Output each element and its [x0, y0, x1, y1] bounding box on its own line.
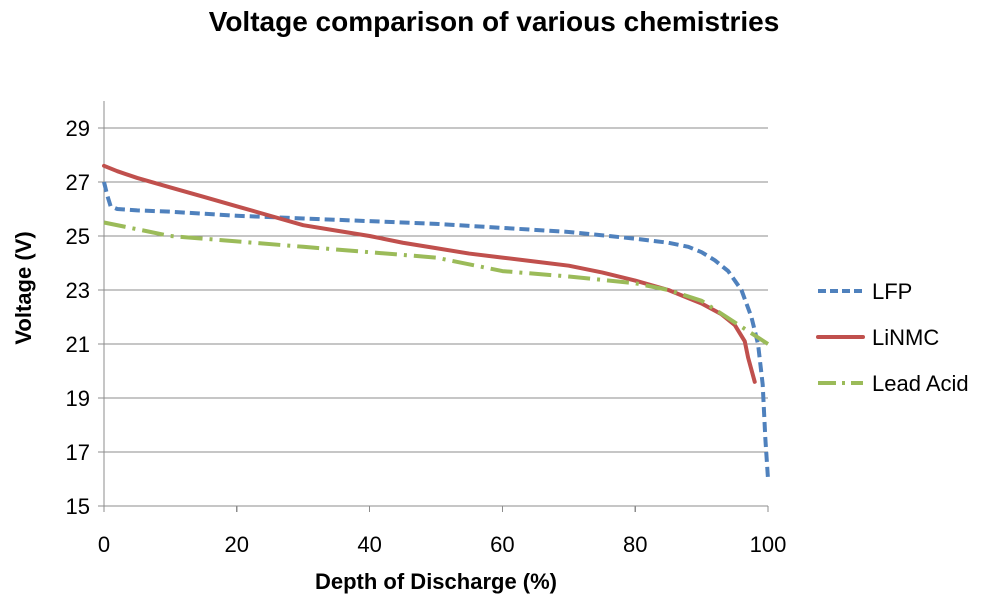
gridlines [104, 127, 768, 453]
legend: LFP LiNMC Lead Acid [816, 279, 969, 396]
y-tick-label: 17 [66, 440, 90, 465]
y-tick-label: 25 [66, 224, 90, 249]
x-tick-label: 60 [490, 532, 514, 557]
x-axis-title: Depth of Discharge (%) [315, 569, 557, 594]
x-axis-ticks: 0 20 40 60 80 100 [98, 506, 786, 557]
y-tick-label: 23 [66, 278, 90, 303]
y-tick-label: 29 [66, 116, 90, 141]
x-tick-label: 20 [225, 532, 249, 557]
x-tick-label: 100 [750, 532, 787, 557]
chart-title: Voltage comparison of various chemistrie… [209, 6, 780, 37]
series-lines [102, 163, 770, 480]
x-tick-label: 40 [357, 532, 381, 557]
legend-label-lead-acid: Lead Acid [872, 371, 969, 396]
x-tick-label: 80 [623, 532, 647, 557]
y-tick-label: 19 [66, 386, 90, 411]
y-tick-label: 21 [66, 332, 90, 357]
series-line-lead-acid [103, 220, 770, 346]
legend-label-lfp: LFP [872, 279, 912, 304]
y-tick-label: 27 [66, 170, 90, 195]
y-tick-label: 15 [66, 494, 90, 519]
series-line-lfp [102, 181, 770, 480]
y-axis-title: Voltage (V) [11, 231, 36, 344]
y-axis-ticks: 15 17 19 21 23 25 27 29 [66, 116, 104, 519]
legend-label-linmc: LiNMC [872, 325, 939, 350]
x-tick-label: 0 [98, 532, 110, 557]
